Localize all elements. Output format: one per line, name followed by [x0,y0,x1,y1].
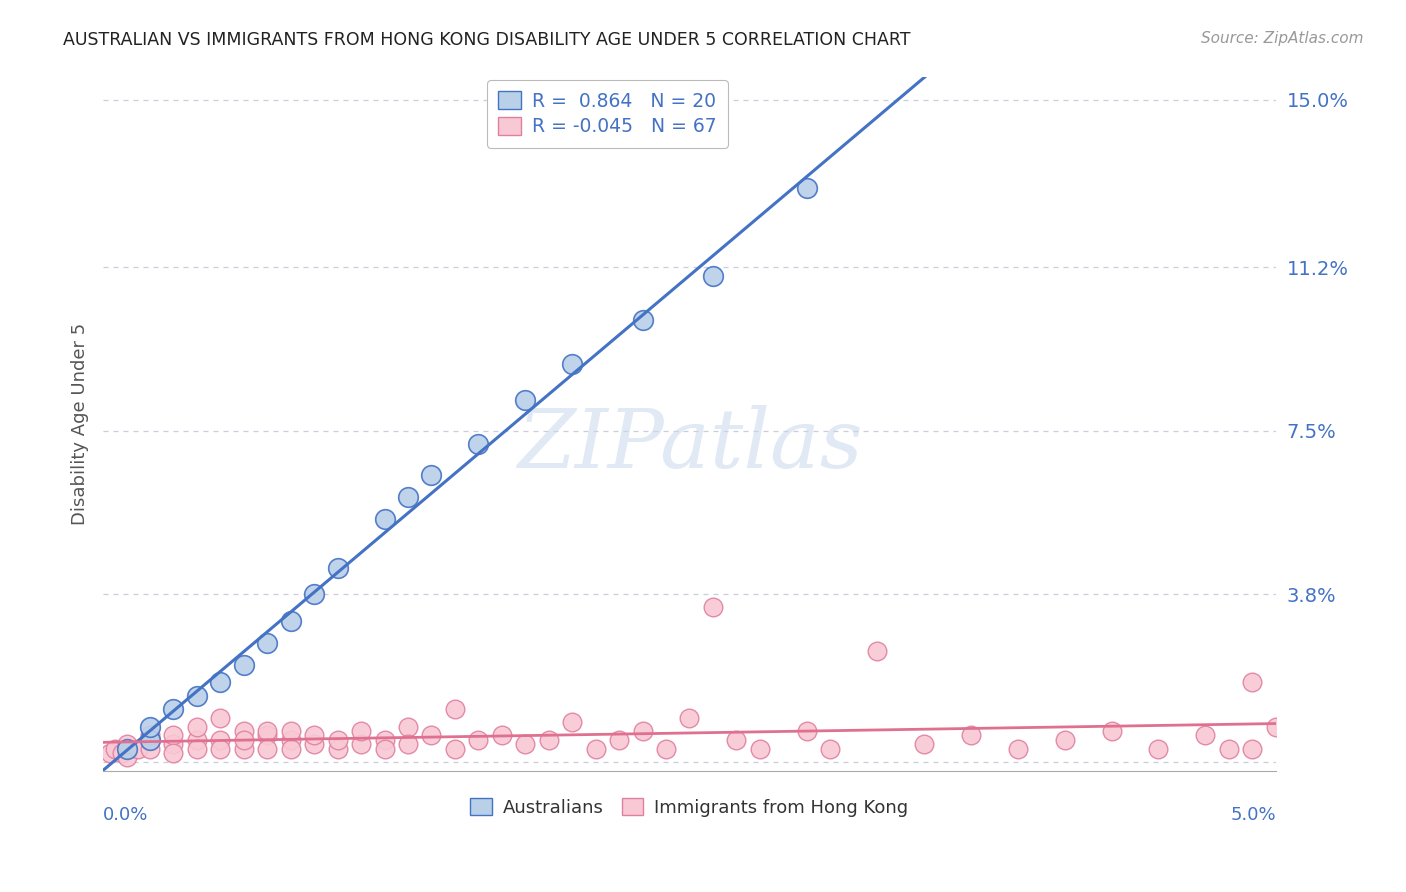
Point [326,560,349,574]
Point [374,512,396,526]
Text: AUSTRALIAN VS IMMIGRANTS FROM HONG KONG DISABILITY AGE UNDER 5 CORRELATION CHART: AUSTRALIAN VS IMMIGRANTS FROM HONG KONG … [63,31,911,49]
Point [115,737,138,751]
Point [162,702,184,716]
Point [420,728,443,742]
Point [162,746,184,760]
Point [1194,728,1216,742]
Point [139,732,162,747]
Point [232,657,254,672]
Point [585,741,607,756]
Point [1264,720,1286,734]
Point [256,635,278,649]
Point [748,741,770,756]
Point [396,490,419,504]
Point [1053,732,1076,747]
Point [561,358,583,372]
Point [280,741,302,756]
Point [1147,741,1170,756]
Point [515,392,537,407]
Point [444,741,467,756]
Point [209,741,232,756]
Point [98,746,121,760]
Point [256,723,278,738]
Point [725,732,748,747]
Point [302,587,325,601]
Point [115,750,138,764]
Point [186,732,208,747]
Point [631,723,654,738]
Point [115,741,138,756]
Point [209,732,232,747]
Point [396,720,419,734]
Point [396,737,419,751]
Point [678,711,700,725]
Point [186,689,208,703]
Point [232,741,254,756]
Point [256,741,278,756]
Point [631,313,654,327]
Point [444,702,467,716]
Point [280,723,302,738]
Point [537,732,560,747]
Point [1101,723,1123,738]
Point [374,741,396,756]
Point [374,732,396,747]
Point [912,737,935,751]
Point [162,728,184,742]
Text: ZIPatlas: ZIPatlas [516,405,862,485]
Point [467,437,489,451]
Point [796,181,818,195]
Point [326,741,349,756]
Point [702,600,724,615]
Point [232,732,254,747]
Point [326,732,349,747]
Point [796,723,818,738]
Point [607,732,630,747]
Text: 0.0%: 0.0% [103,806,149,824]
Point [162,737,184,751]
Point [467,732,489,747]
Point [1241,741,1264,756]
Point [232,723,254,738]
Point [866,644,889,658]
Point [561,715,583,730]
Point [515,737,537,751]
Point [139,720,162,734]
Point [655,741,678,756]
Y-axis label: Disability Age Under 5: Disability Age Under 5 [72,323,89,525]
Point [256,728,278,742]
Point [302,728,325,742]
Point [104,741,127,756]
Legend: Australians, Immigrants from Hong Kong: Australians, Immigrants from Hong Kong [463,791,915,824]
Point [350,723,373,738]
Point [350,737,373,751]
Text: 5.0%: 5.0% [1230,806,1275,824]
Point [139,728,162,742]
Point [186,720,208,734]
Point [491,728,513,742]
Point [959,728,981,742]
Point [186,741,208,756]
Point [420,467,443,482]
Point [302,737,325,751]
Point [139,741,162,756]
Point [139,732,162,747]
Point [1007,741,1029,756]
Point [209,711,232,725]
Point [209,675,232,690]
Point [280,732,302,747]
Point [818,741,841,756]
Point [111,746,134,760]
Point [127,741,149,756]
Text: Source: ZipAtlas.com: Source: ZipAtlas.com [1201,31,1364,46]
Point [280,614,302,628]
Point [1218,741,1240,756]
Point [702,269,724,284]
Point [1241,675,1264,690]
